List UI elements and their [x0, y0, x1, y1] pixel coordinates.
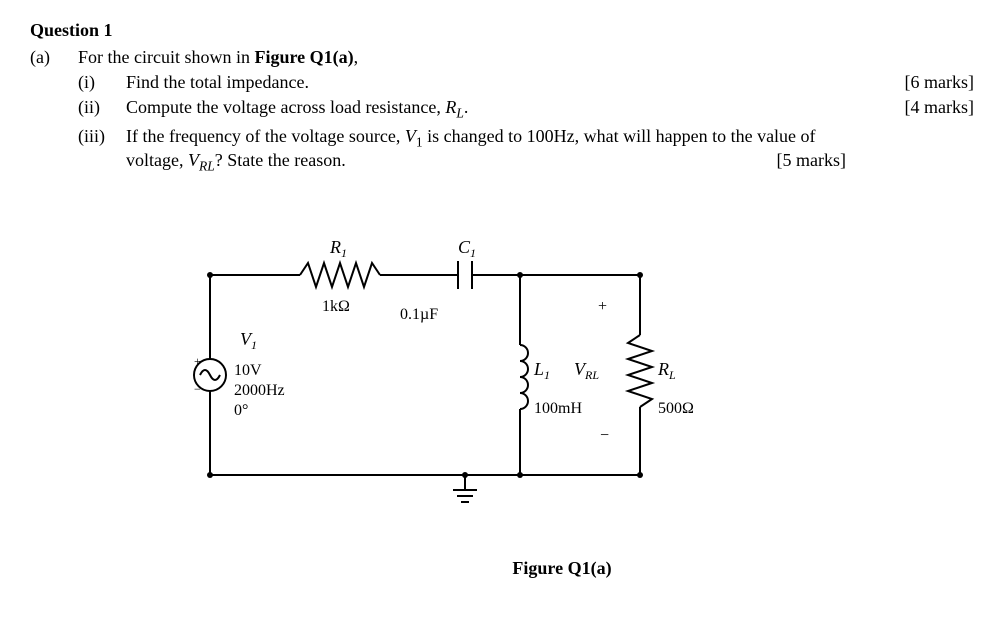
vrl-label: VRL — [574, 359, 599, 382]
v1-label: V1 — [240, 329, 257, 352]
item-marks: [6 marks] — [885, 72, 974, 93]
source-minus: − — [194, 382, 201, 396]
part-row: (a) For the circuit shown in Figure Q1(a… — [30, 47, 974, 68]
item-marks: [5 marks] — [757, 150, 846, 171]
item-text-prefix: If the frequency of the voltage source, — [126, 126, 405, 146]
vrl-minus: − — [600, 427, 609, 444]
circuit-diagram: + − R1 1kΩ C1 0.1µF V1 — [150, 215, 750, 535]
part-text-prefix: For the circuit shown in — [78, 47, 254, 67]
item-var-sub: L — [456, 106, 464, 121]
item-i: (i) Find the total impedance. [6 marks] — [78, 72, 974, 93]
item-text: Find the total impedance. — [126, 72, 885, 93]
part-text-suffix: , — [354, 47, 359, 67]
item-var-sub: 1 — [416, 134, 423, 149]
item-text: Compute the voltage across load resistan… — [126, 97, 885, 122]
vrl-plus: + — [598, 298, 607, 315]
item-num: (iii) — [78, 126, 126, 175]
v1-line1: 10V — [234, 362, 262, 379]
c1-label: C1 — [458, 237, 476, 260]
source-plus: + — [194, 354, 201, 368]
part-text: For the circuit shown in Figure Q1(a), — [78, 47, 358, 68]
item-text-suffix: . — [464, 97, 469, 117]
figure: + − R1 1kΩ C1 0.1µF V1 — [150, 215, 974, 579]
item-var: R — [445, 97, 456, 117]
rl-label: RL — [657, 359, 676, 382]
figure-caption: Figure Q1(a) — [150, 558, 974, 579]
item-num: (i) — [78, 72, 126, 93]
l1-label: L1 — [533, 359, 550, 382]
item-var-sub: RL — [199, 159, 215, 174]
c1-value: 0.1µF — [400, 306, 438, 323]
part-label: (a) — [30, 47, 78, 68]
r1-label: R1 — [329, 237, 347, 260]
item-iii: (iii) If the frequency of the voltage so… — [78, 126, 974, 175]
r1-value: 1kΩ — [322, 298, 350, 315]
question-title: Question 1 — [30, 20, 974, 41]
l1-value: 100mH — [534, 400, 582, 417]
item-text: If the frequency of the voltage source, … — [126, 126, 846, 175]
part-text-figref: Figure Q1(a) — [254, 47, 353, 67]
item-num: (ii) — [78, 97, 126, 122]
v1-line3: 0° — [234, 402, 248, 419]
item-text-suffix: ? State the reason. — [215, 150, 346, 170]
item-var: V — [405, 126, 416, 146]
rl-value: 500Ω — [658, 400, 694, 417]
item-marks: [4 marks] — [885, 97, 974, 122]
item-ii: (ii) Compute the voltage across load res… — [78, 97, 974, 122]
item-var: V — [188, 150, 199, 170]
item-text-prefix: Compute the voltage across load resistan… — [126, 97, 445, 117]
v1-line2: 2000Hz — [234, 382, 285, 399]
